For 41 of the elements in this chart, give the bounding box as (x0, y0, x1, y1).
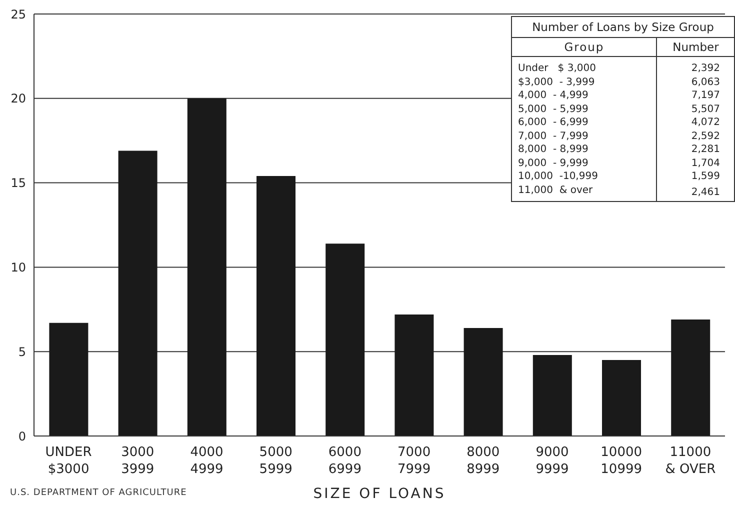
x-tick-label: 10000 10999 (600, 445, 642, 477)
annotation: 4,072 (690, 116, 721, 130)
annotation: 2,392 (690, 62, 721, 76)
annotation: 7,000 - 7,999 (512, 130, 657, 143)
annotation: Under $ 3,000 (512, 56, 657, 76)
annotation: 8,000 - 8,999 (512, 143, 657, 156)
x-tick-label: 8000 8999 (466, 445, 500, 477)
annotation: 2,592 (690, 130, 721, 143)
annotation: Group (512, 38, 657, 56)
y-tick-label: 10 (10, 260, 26, 274)
annotation: 6,000 - 6,999 (512, 116, 657, 130)
annotation: 9,000 - 9,999 (512, 156, 657, 170)
annotation: $3,000 - 3,999 (512, 76, 657, 89)
y-tick-label: 15 (10, 176, 26, 190)
annotation: 4,000 - 4,999 (512, 89, 657, 102)
x-tick-label: 9000 9999 (536, 445, 569, 477)
annotation: 10,000 -10,999 (512, 170, 657, 184)
annotation: 1,599 (690, 170, 721, 184)
annotation: 2,281 (690, 143, 721, 156)
annotation: 2,461 (690, 186, 721, 200)
x-tick-label: 3000 3999 (121, 445, 154, 477)
x-tick-label: 5000 5999 (259, 445, 292, 477)
annotation: 5,000 - 5,999 (512, 102, 657, 116)
y-tick-label: 5 (18, 344, 26, 359)
annotation: 6,063 (690, 76, 721, 89)
annotation: 5,507 (690, 102, 721, 116)
x-tick-label: UNDER $3000 (45, 445, 92, 477)
annotation: 1,704 (690, 156, 721, 170)
annotation: Number (656, 38, 734, 56)
y-tick-label: 20 (10, 92, 26, 106)
y-tick-label: 25 (10, 7, 26, 22)
annotation: 7,197 (690, 89, 721, 102)
x-axis-title: SIZE OF LOANS (313, 486, 446, 502)
x-tick-label: 11000 & OVER (665, 445, 716, 477)
x-tick-label: 7000 7999 (398, 445, 431, 477)
text: U.S. DEPARTMENT OF AGRICULTURE (10, 488, 187, 498)
y-tick-label: 0 (18, 429, 26, 444)
annotation: 11,000 & over (512, 184, 657, 201)
annotation: Number of Loans by Size Group (512, 17, 734, 38)
x-tick-label: 6000 6999 (328, 445, 362, 477)
x-tick-label: 4000 4999 (190, 445, 224, 477)
